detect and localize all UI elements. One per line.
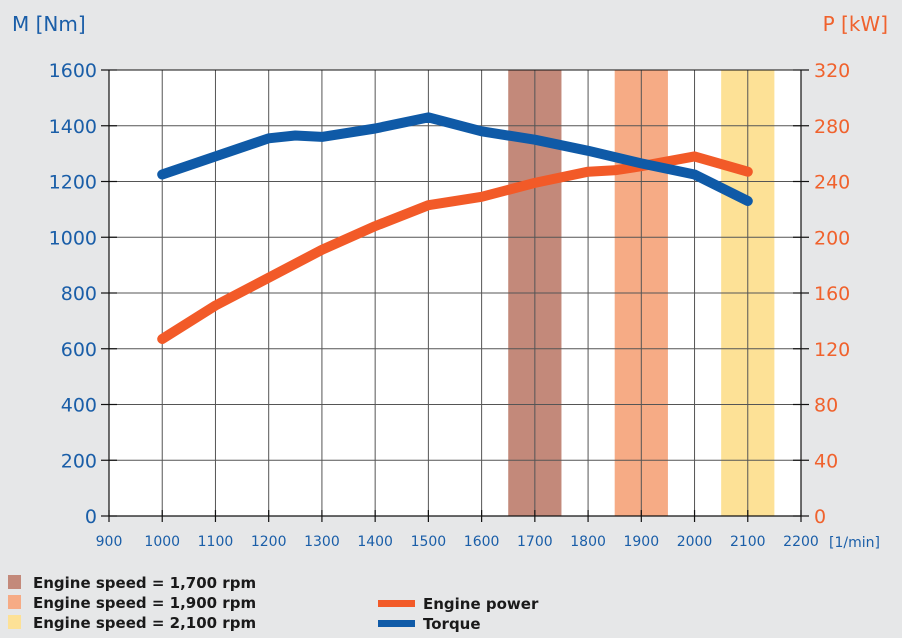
- left-tick-label: 1600: [49, 60, 97, 82]
- legend-label-band-2: Engine speed = 1,900 rpm: [33, 594, 256, 612]
- x-tick-label: 2100: [730, 534, 766, 550]
- right-tick-label: 0: [814, 506, 826, 528]
- right-tick-label: 280: [814, 116, 850, 138]
- left-tick-label: 400: [61, 395, 97, 417]
- legend-swatch-band-2: [8, 595, 21, 609]
- legend-label-torque: Torque: [423, 615, 481, 633]
- legend-label-band-3: Engine speed = 2,100 rpm: [33, 614, 256, 632]
- right-tick-label: 240: [814, 172, 850, 194]
- x-tick-label: 1600: [464, 534, 500, 550]
- legend-swatch-torque: [378, 620, 415, 627]
- right-tick-label: 80: [814, 395, 838, 417]
- x-tick-label: 1400: [357, 534, 393, 550]
- left-tick-label: 1000: [49, 227, 97, 249]
- x-tick-label: 1100: [198, 534, 234, 550]
- x-tick-label: 2200: [783, 534, 819, 550]
- legend-swatch-engine-power: [378, 600, 415, 607]
- right-tick-label: 40: [814, 450, 838, 472]
- legend-swatch-band-3: [8, 615, 21, 629]
- legend-swatch-band-1: [8, 575, 21, 589]
- legend-label-band-1: Engine speed = 1,700 rpm: [33, 574, 256, 592]
- x-unit-label: [1/min]: [829, 535, 880, 551]
- left-tick-label: 600: [61, 339, 97, 361]
- series-line-torque: [157, 112, 753, 206]
- left-tick-label: 800: [61, 283, 97, 305]
- x-tick-label: 1200: [251, 534, 287, 550]
- left-tick-label: 0: [85, 506, 97, 528]
- right-tick-label: 320: [814, 60, 850, 82]
- x-tick-label: 2000: [677, 534, 713, 550]
- right-axis-title: P [kW]: [823, 12, 888, 36]
- left-tick-label: 1400: [49, 116, 97, 138]
- x-tick-label: 900: [96, 534, 123, 550]
- legend-label-engine-power: Engine power: [423, 595, 539, 613]
- x-tick-label: 1800: [570, 534, 606, 550]
- left-tick-label: 200: [61, 450, 97, 472]
- x-tick-label: 1900: [623, 534, 659, 550]
- x-tick-label: 1700: [517, 534, 553, 550]
- x-tick-label: 1500: [411, 534, 447, 550]
- left-axis-title: M [Nm]: [12, 12, 86, 36]
- right-tick-label: 120: [814, 339, 850, 361]
- x-tick-label: 1300: [304, 534, 340, 550]
- right-tick-label: 200: [814, 227, 850, 249]
- left-tick-label: 1200: [49, 172, 97, 194]
- right-tick-label: 160: [814, 283, 850, 305]
- x-tick-label: 1000: [144, 534, 180, 550]
